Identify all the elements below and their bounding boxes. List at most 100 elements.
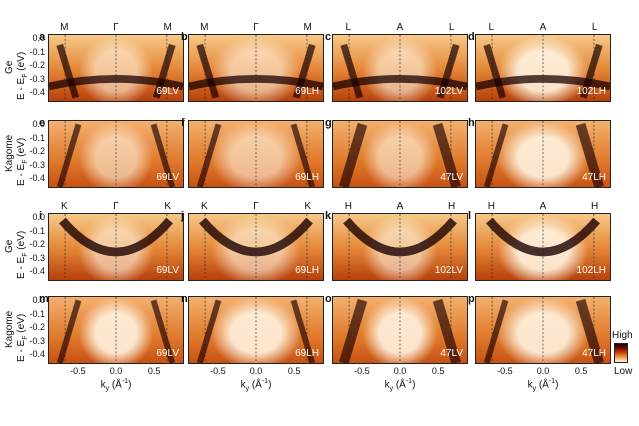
band	[436, 43, 460, 99]
arpes-panel: 69LH	[188, 296, 324, 364]
arpes-panel: 102LV	[332, 213, 468, 281]
x-axis-label: ky (Å-1)	[101, 378, 132, 392]
high-symmetry-point-label: A	[539, 22, 547, 33]
band	[59, 217, 173, 257]
bright-region	[210, 121, 302, 187]
arpes-panel: 69LV	[48, 120, 184, 188]
band	[56, 123, 82, 187]
band	[150, 123, 176, 187]
photon-energy-polarization: 69LH	[295, 86, 319, 97]
panel-letter: e	[39, 117, 46, 129]
high-symmetry-point-label: K	[60, 201, 68, 212]
y-tick-label: -0.3	[29, 252, 45, 263]
bright-region	[210, 297, 302, 363]
y-tick-label: -0.3	[29, 335, 45, 346]
band	[150, 299, 176, 363]
intensity-map	[476, 297, 610, 363]
x-axis-label-sup: -1	[548, 378, 556, 385]
bright-region	[362, 297, 438, 363]
x-axis-label-main: k	[384, 379, 390, 391]
panel-letter: n	[181, 293, 188, 305]
arpes-panel: 102LH	[475, 34, 611, 102]
x-axis-label-main: k	[100, 379, 106, 391]
arpes-panel: 102LV	[332, 34, 468, 102]
y-tick-label: -0.1	[29, 225, 45, 236]
intensity-map	[476, 35, 610, 101]
y-tick-label: -0.1	[29, 308, 45, 319]
y-tick-label: -0.1	[29, 46, 45, 57]
arpes-panel: 102LH	[475, 213, 611, 281]
intensity-map	[333, 297, 467, 363]
band	[338, 122, 368, 187]
panel-letter: m	[39, 293, 49, 305]
high-symmetry-point-label: H	[487, 201, 495, 212]
band	[196, 299, 222, 363]
arpes-panel: 69LV	[48, 213, 184, 281]
high-symmetry-point-label: M	[200, 22, 209, 33]
x-axis-label-main: k	[240, 379, 246, 391]
panel-letter: k	[325, 210, 332, 222]
x-axis-label-sup: -1	[405, 378, 413, 385]
panel-letter: d	[468, 31, 475, 43]
high-symmetry-point-label: K	[164, 201, 172, 212]
y-tick-label: -0.1	[29, 132, 45, 143]
arpes-panel: 69LH	[188, 34, 324, 102]
bright-region	[497, 35, 589, 101]
high-symmetry-point-label: Γ	[253, 201, 259, 212]
x-tick-label: 0.5	[574, 366, 588, 376]
high-symmetry-point-label: Γ	[113, 201, 119, 212]
photon-energy-polarization: 47LH	[582, 172, 606, 183]
y-tick-label: -0.4	[29, 173, 45, 184]
bright-region	[497, 214, 589, 280]
y-tick-label: -0.2	[29, 60, 45, 71]
bright-region	[362, 35, 438, 101]
y-tick-label: -0.3	[29, 159, 45, 170]
high-symmetry-point-label: H	[591, 201, 599, 212]
high-symmetry-point-label: M	[60, 22, 69, 33]
x-axis-label-close: )	[555, 379, 559, 391]
band	[196, 43, 220, 99]
high-symmetry-point-label: H	[344, 201, 352, 212]
photon-energy-polarization: 102LV	[434, 86, 463, 97]
row-label: Kagome	[4, 134, 15, 172]
band	[56, 299, 82, 363]
x-tick-label: -0.5	[70, 366, 86, 376]
x-axis-label-close: )	[268, 379, 272, 391]
colorbar-low-label: Low	[614, 366, 633, 377]
x-tick-label: 0.0	[249, 366, 263, 376]
high-symmetry-point-label: H	[448, 201, 456, 212]
arpes-panel: 47LH	[475, 120, 611, 188]
panel-letter: f	[181, 117, 185, 129]
bright-region	[362, 121, 438, 187]
band	[483, 43, 507, 99]
band	[290, 299, 316, 363]
intensity-map	[476, 214, 610, 280]
y-tick-label: -0.3	[29, 73, 45, 84]
x-axis-label-sub: y	[389, 385, 394, 393]
y-tick-label: -0.2	[29, 239, 45, 250]
band	[56, 43, 80, 99]
y-tick-label: -0.2	[29, 146, 45, 157]
band	[575, 122, 605, 187]
high-symmetry-point-label: L	[591, 22, 598, 33]
arpes-panel: 47LV	[332, 120, 468, 188]
photon-energy-polarization: 47LH	[582, 348, 606, 359]
arpes-panel: 69LH	[188, 120, 324, 188]
y-tick-label: 0.0	[32, 212, 45, 223]
photon-energy-polarization: 69LV	[156, 348, 179, 359]
y-tick-label: -0.4	[29, 266, 45, 277]
x-tick-label: 0.0	[536, 366, 550, 376]
photon-energy-polarization: 69LH	[295, 348, 319, 359]
photon-energy-polarization: 102LH	[576, 86, 606, 97]
bright-region	[78, 214, 154, 280]
colorbar	[614, 343, 628, 363]
photon-energy-polarization: 47LV	[440, 348, 463, 359]
intensity-map	[333, 35, 467, 101]
y-tick-label: -0.4	[29, 349, 45, 360]
high-symmetry-point-label: M	[303, 22, 312, 33]
intensity-map	[189, 35, 323, 101]
x-axis-label-unit: (Å	[109, 379, 122, 391]
panel-letter: h	[468, 117, 475, 129]
x-axis-label: ky (Å-1)	[385, 378, 416, 392]
high-symmetry-point-label: L	[448, 22, 455, 33]
